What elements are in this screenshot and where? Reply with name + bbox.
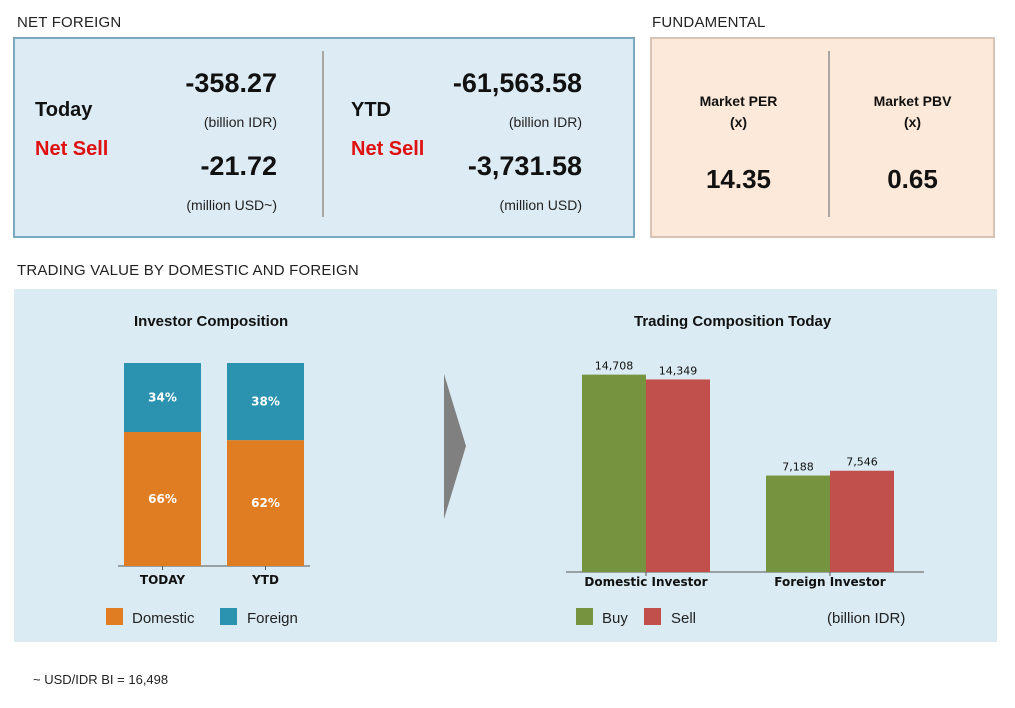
- legend-domestic-label: Domestic: [132, 610, 195, 627]
- market-pbv-value: 0.65: [887, 164, 938, 194]
- legend-buy-label: Buy: [602, 610, 628, 627]
- today-net-sell-label: Net Sell: [35, 138, 109, 160]
- trading-bar-buy-1: [766, 475, 830, 572]
- ytd-label: YTD: [351, 99, 391, 121]
- flow-arrow-icon: [444, 374, 466, 519]
- trading-composition-title: Trading Composition Today: [634, 313, 832, 330]
- composition-bar-today-domestic: [124, 432, 201, 566]
- trading-value-label: 14,349: [659, 364, 698, 377]
- trading-bar-sell-0: [646, 379, 710, 572]
- trading-bar-buy-0: [582, 374, 646, 572]
- fundamental-panel: Market PER (x) 14.35 Market PBV (x) 0.65: [650, 37, 995, 238]
- fundamental-title: FUNDAMENTAL: [652, 14, 766, 31]
- market-per-unit: (x): [729, 114, 748, 130]
- today-value-usd: -21.72: [200, 151, 277, 181]
- composition-bar-ytd-foreign: [227, 363, 304, 441]
- today-label: Today: [35, 99, 93, 121]
- composition-category-label: YTD: [251, 573, 279, 587]
- trading-value-label: 7,188: [782, 461, 814, 474]
- investor-composition-title: Investor Composition: [134, 313, 289, 330]
- composition-value-label: 66%: [148, 492, 177, 506]
- today-unit-usd: (million USD~): [186, 197, 277, 213]
- legend-foreign-label: Foreign: [247, 610, 298, 627]
- trading-value-label: 7,546: [846, 456, 878, 469]
- legend-domestic-swatch: [106, 608, 123, 625]
- trading-value-label: 14,708: [595, 360, 634, 373]
- investor-composition-chart: 66% 34% TODAY 62% 38% YTD: [118, 363, 310, 587]
- composition-bar-ytd-domestic: [227, 440, 304, 566]
- today-value-idr: -358.27: [185, 68, 277, 98]
- net-foreign-divider: [322, 51, 324, 217]
- legend-sell-swatch: [644, 608, 661, 625]
- market-per-value: 14.35: [705, 164, 772, 194]
- composition-category-label: TODAY: [140, 573, 185, 587]
- composition-value-label: 38%: [251, 395, 280, 409]
- composition-value-label: 34%: [148, 391, 177, 405]
- trading-category-label: Foreign Investor: [774, 575, 886, 589]
- trading-composition-chart: 14,708 14,349 Domestic Investor 7,188 7,546 F…: [566, 360, 924, 589]
- composition-value-label: 62%: [251, 496, 280, 510]
- trading-category-label: Domestic Investor: [584, 575, 707, 589]
- ytd-unit-idr: (billion IDR): [508, 114, 582, 130]
- exchange-rate-footnote: ~ USD/IDR BI = 16,498: [33, 672, 169, 687]
- market-pbv-unit: (x): [903, 114, 922, 130]
- trading-value-panel: Investor Composition 66% 34% TODAY 62% 38% YT…: [14, 289, 997, 642]
- ytd-unit-usd: (million USD): [499, 197, 582, 213]
- legend-sell-label: Sell: [671, 610, 697, 627]
- trading-value-title: TRADING VALUE BY DOMESTIC AND FOREIGN: [17, 262, 359, 279]
- ytd-net-sell-label: Net Sell: [351, 138, 425, 160]
- net-foreign-title: NET FOREIGN: [17, 14, 122, 31]
- ytd-value-usd: -3,731.58: [467, 151, 582, 181]
- today-unit-idr: (billion IDR): [203, 114, 277, 130]
- legend-foreign-swatch: [220, 608, 237, 625]
- trading-bar-sell-1: [830, 470, 894, 572]
- ytd-value-idr: -61,563.58: [452, 68, 582, 98]
- fundamental-divider: [828, 51, 830, 217]
- trading-unit-note: (billion IDR): [827, 610, 906, 627]
- composition-bar-today-foreign: [124, 363, 201, 433]
- market-per-label: Market PER: [699, 93, 778, 109]
- legend-buy-swatch: [576, 608, 593, 625]
- market-pbv-label: Market PBV: [873, 93, 952, 109]
- net-foreign-panel: Today Net Sell -358.27 (billion IDR) -21…: [13, 37, 635, 238]
